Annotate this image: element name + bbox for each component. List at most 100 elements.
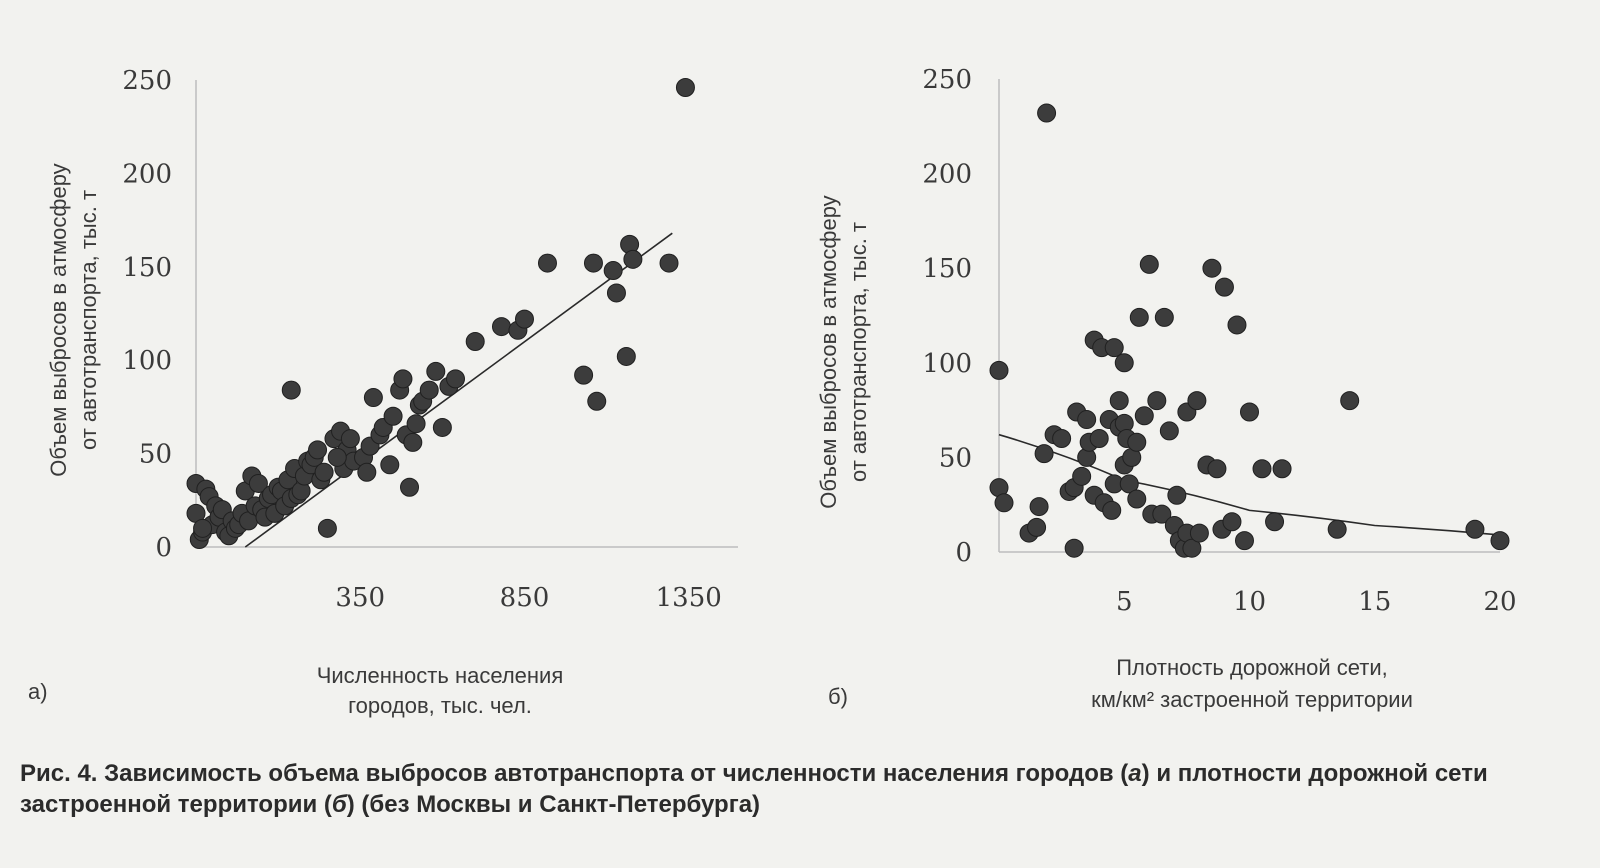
data-point-b-7: [1037, 103, 1057, 123]
data-point-b-0: [989, 360, 1009, 380]
x-tick-label-a-850: 850: [500, 583, 550, 613]
caption-prefix: Рис. 4. Зависимость объема выбросов авто…: [20, 760, 1129, 787]
data-point-b-26: [1104, 338, 1124, 358]
data-point-b-67: [1340, 391, 1360, 411]
data-point-b-69: [1490, 531, 1510, 551]
y-tick-label-b-150: 150: [922, 254, 972, 284]
data-point-a-68: [446, 369, 466, 389]
x-tick-label-b-5: 5: [1116, 587, 1133, 617]
data-point-b-59: [1222, 512, 1242, 532]
data-point-b-41: [1147, 391, 1167, 411]
y-axis-title-a-line1: Объем выбросов в атмосферу: [46, 163, 71, 476]
caption-panel-b-ref: б: [331, 791, 347, 818]
y-tick-label-a-50: 50: [139, 440, 172, 470]
x-axis-title-b-line1: Плотность дорожной сети,: [1116, 655, 1388, 680]
data-point-b-36: [1127, 489, 1147, 509]
y-tick-label-a-100: 100: [122, 346, 172, 376]
data-point-b-43: [1154, 307, 1174, 327]
data-point-a-73: [537, 253, 557, 273]
x-tick-label-b-15: 15: [1358, 587, 1391, 617]
x-tick-label-b-10: 10: [1233, 587, 1266, 617]
data-point-b-64: [1265, 512, 1285, 532]
data-point-b-65: [1272, 459, 1292, 479]
data-point-b-68: [1465, 519, 1485, 539]
data-point-b-9: [1052, 428, 1072, 448]
data-point-b-35: [1127, 432, 1147, 452]
x-tick-label-a-350: 350: [335, 583, 385, 613]
data-point-b-53: [1189, 523, 1209, 543]
data-point-b-52: [1187, 391, 1207, 411]
data-point-b-46: [1167, 485, 1187, 505]
y-axis-title-a-line2: от автотранспорта, тыс. т: [76, 190, 101, 450]
data-point-b-55: [1202, 258, 1222, 278]
data-point-a-75: [583, 253, 603, 273]
data-point-b-38: [1134, 406, 1154, 426]
data-point-b-15: [1077, 410, 1097, 430]
data-point-a-65: [426, 361, 446, 381]
data-point-a-69: [465, 332, 485, 352]
data-point-a-81: [623, 249, 643, 269]
data-point-b-58: [1214, 277, 1234, 297]
chart-panel-b: 0 50 100 150 200 250 5 10 15 20 Плотность дорожной…: [816, 65, 1517, 712]
data-point-a-38: [308, 440, 328, 460]
chart-panel-a: 0 50 100 150 200 250 350 850 1350 Численность нас…: [28, 66, 738, 718]
data-point-a-83: [675, 77, 695, 97]
data-point-b-20: [1089, 428, 1109, 448]
data-point-b-24: [1102, 500, 1122, 520]
data-point-a-66: [432, 417, 452, 437]
data-point-b-60: [1227, 315, 1247, 335]
data-point-b-30: [1114, 353, 1134, 373]
data-point-b-2: [994, 493, 1014, 513]
x-axis-title-b-line2: км/км² застроенной территории: [1091, 687, 1413, 712]
data-point-a-79: [616, 346, 636, 366]
trend-line-a: [244, 232, 673, 548]
x-axis-title-a-line1: Численность населения: [317, 663, 564, 688]
data-point-a-82: [659, 253, 679, 273]
data-point-b-28: [1109, 391, 1129, 411]
x-axis-title-a-line2: городов, тыс. чел.: [348, 693, 532, 718]
data-point-b-56: [1207, 459, 1227, 479]
data-point-b-12: [1064, 538, 1084, 558]
data-point-a-78: [606, 283, 626, 303]
y-tick-label-b-250: 250: [922, 65, 972, 95]
data-point-b-66: [1327, 519, 1347, 539]
data-point-a-59: [400, 477, 420, 497]
caption-suffix: ) (без Москвы и Санкт-Петербурга): [346, 791, 761, 818]
figure-caption: Рис. 4. Зависимость объема выбросов авто…: [20, 758, 1580, 820]
data-point-b-37: [1129, 307, 1149, 327]
data-point-a-54: [380, 455, 400, 475]
y-tick-label-b-100: 100: [922, 349, 972, 379]
y-tick-label-b-0: 0: [955, 538, 972, 568]
data-point-a-41: [317, 518, 337, 538]
data-point-a-84: [193, 518, 213, 538]
caption-middle: ) и плотности дорожной сети застроенной …: [20, 760, 1488, 818]
data-point-b-14: [1072, 466, 1092, 486]
y-tick-label-a-250: 250: [122, 66, 172, 96]
data-point-a-86: [327, 447, 347, 467]
data-point-b-62: [1240, 402, 1259, 422]
data-point-b-44: [1159, 421, 1179, 441]
data-point-a-60: [403, 432, 423, 452]
data-point-a-77: [603, 261, 623, 281]
caption-panel-a-ref: а: [1128, 760, 1142, 787]
panel-label-b: б): [828, 684, 848, 709]
data-point-a-74: [574, 365, 594, 385]
data-point-b-42: [1152, 504, 1172, 524]
data-point-a-61: [406, 414, 426, 434]
y-tick-label-b-200: 200: [922, 160, 972, 190]
data-point-b-63: [1252, 459, 1272, 479]
data-point-a-40: [314, 462, 334, 482]
data-point-a-64: [419, 380, 439, 400]
data-point-a-76: [587, 391, 607, 411]
y-tick-label-b-50: 50: [939, 443, 972, 473]
data-point-a-51: [363, 388, 383, 408]
data-point-a-70: [491, 317, 511, 337]
y-axis-title-b-line2: от автотранспорта, тыс. т: [846, 222, 871, 482]
data-point-a-85: [281, 380, 301, 400]
data-point-b-51: [1182, 538, 1202, 558]
x-tick-label-b-20: 20: [1483, 587, 1516, 617]
data-point-b-4: [1027, 517, 1047, 537]
data-point-a-57: [393, 369, 413, 389]
y-tick-label-a-150: 150: [122, 253, 172, 283]
